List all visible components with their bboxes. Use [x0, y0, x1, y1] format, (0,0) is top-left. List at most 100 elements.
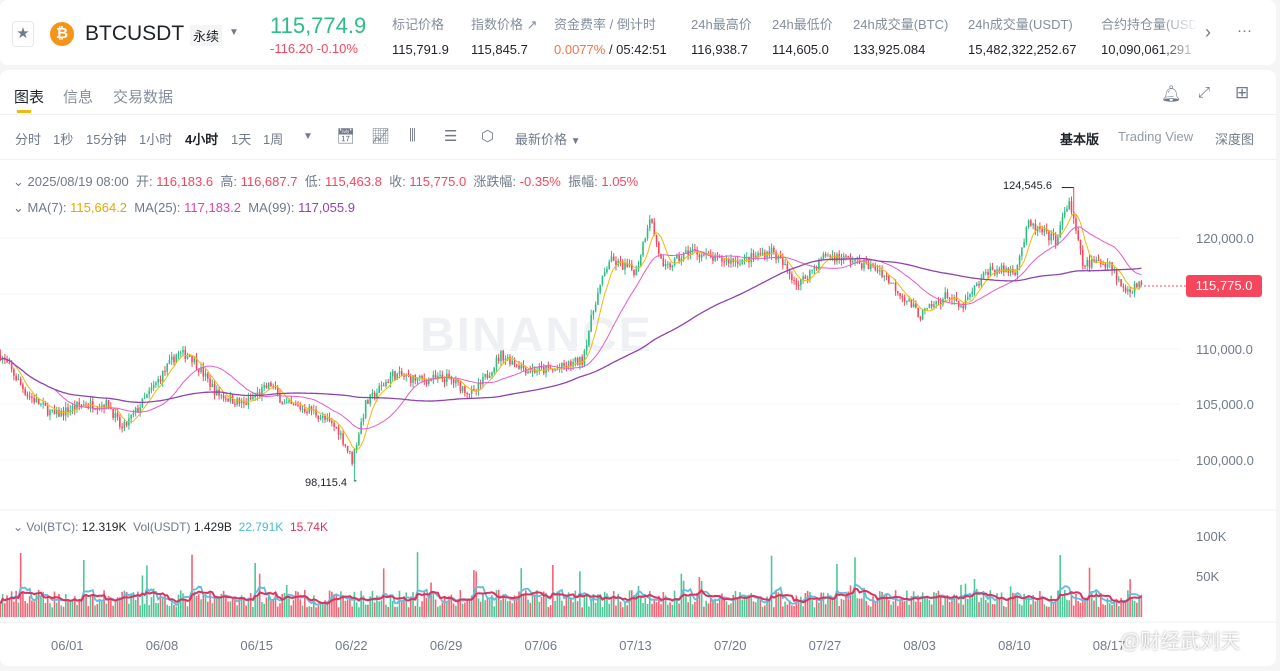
- candle-body: [655, 235, 658, 243]
- stat-label: 24h成交量(USDT): [968, 17, 1073, 32]
- candle-body: [1106, 263, 1109, 268]
- volume-bar: [328, 590, 331, 617]
- volume-bar: [1057, 590, 1059, 617]
- candle-body: [55, 409, 58, 415]
- volume-bar: [827, 593, 829, 617]
- volume-bar: [414, 605, 417, 617]
- volume-bar: [648, 591, 651, 617]
- volume-bar: [37, 589, 40, 617]
- candle-body: [24, 389, 26, 395]
- tab-chart[interactable]: 图表: [14, 89, 45, 106]
- alert-bell-icon[interactable]: 🔔︎: [1161, 86, 1182, 103]
- price-type-select[interactable]: 最新价格 ▼: [515, 129, 581, 148]
- volume-bar: [617, 593, 620, 617]
- collapse-chevron-icon[interactable]: ⌄: [13, 174, 24, 189]
- candle-body: [506, 356, 509, 359]
- view-tradingview[interactable]: Trading View: [1118, 129, 1194, 144]
- more-options-icon[interactable]: ···: [1237, 22, 1252, 39]
- interval-1s[interactable]: 1秒: [53, 132, 74, 147]
- volume-bar: [405, 592, 408, 617]
- candle-body: [281, 402, 284, 404]
- volume-bar: [996, 593, 998, 617]
- tab-trading-data[interactable]: 交易数据: [113, 89, 174, 106]
- date-range-calendar-icon[interactable]: 📅︎: [336, 128, 356, 145]
- candle-body: [425, 380, 428, 385]
- interval-1d[interactable]: 1天: [231, 132, 252, 147]
- candle-body: [434, 374, 437, 378]
- interval-1h[interactable]: 1小时: [139, 132, 173, 147]
- interval-time-sharing[interactable]: 分时: [15, 132, 42, 147]
- volume-bar: [867, 605, 870, 617]
- candle-body: [869, 264, 872, 269]
- interval-1w[interactable]: 1周: [263, 132, 284, 147]
- symbol-name[interactable]: BTCUSDT: [85, 22, 185, 45]
- fullscreen-expand-icon[interactable]: ⤢: [1198, 84, 1211, 101]
- candle-body: [712, 256, 714, 261]
- volume-bar: [197, 594, 200, 617]
- volume-bar: [1075, 593, 1077, 617]
- volume-bar: [899, 599, 901, 617]
- volume-bar: [691, 604, 694, 617]
- volume-bar: [658, 595, 660, 617]
- divider: [0, 114, 1276, 115]
- volume-bar: [876, 597, 879, 617]
- volume-bar: [67, 600, 69, 617]
- volume-bar: [306, 607, 308, 617]
- interval-15m[interactable]: 15分钟: [86, 132, 127, 147]
- volume-bar: [360, 590, 362, 617]
- ticker-header: ★ ₿ BTCUSDT 永续 ▼ 115,774.9 -116.20 -0.10…: [0, 0, 1276, 65]
- candle-body: [892, 282, 895, 284]
- candle-body: [829, 255, 831, 257]
- volume-bar: [655, 602, 658, 617]
- indicator-chart-icon[interactable]: 📈︎: [371, 128, 391, 145]
- volume-bar: [597, 594, 599, 617]
- candle-body: [256, 392, 259, 397]
- volume-bar: [892, 601, 895, 617]
- volume-bar: [552, 565, 554, 617]
- candle-body: [511, 360, 514, 365]
- hexagon-tool-icon[interactable]: ⬡: [481, 128, 495, 145]
- volume-bar: [797, 600, 800, 617]
- volume-bar: [998, 599, 1001, 617]
- candle-style-icon[interactable]: ⫼: [409, 127, 416, 144]
- view-basic[interactable]: 基本版: [1060, 132, 1100, 147]
- collapse-chevron-icon[interactable]: ⌄: [13, 200, 24, 215]
- candle-body: [660, 253, 662, 259]
- candle-body: [249, 397, 252, 400]
- candle-body: [1027, 220, 1030, 228]
- vol-btc-value: 12.319K: [81, 520, 127, 534]
- candle-body: [1032, 223, 1034, 226]
- scroll-right-chevron-icon[interactable]: ›: [1205, 22, 1211, 42]
- candle-body: [567, 361, 570, 368]
- interval-4h[interactable]: 4小时: [185, 132, 219, 147]
- favorite-star-icon[interactable]: ★: [12, 21, 34, 47]
- layout-grid-icon[interactable]: ⊞: [1235, 83, 1250, 102]
- candle-body: [423, 378, 426, 381]
- symbol-dropdown-icon[interactable]: ▼: [229, 27, 239, 38]
- candle-body: [1050, 233, 1052, 241]
- candle-body: [793, 279, 795, 281]
- volume-bar: [256, 595, 259, 617]
- view-depth[interactable]: 深度图: [1215, 132, 1255, 147]
- volume-bar: [33, 601, 35, 617]
- collapse-chevron-icon[interactable]: ⌄: [13, 520, 24, 534]
- candle-body: [849, 257, 852, 263]
- volume-bar: [425, 597, 428, 617]
- stat-index-price[interactable]: 指数价格 ↗ 115,845.7: [471, 14, 538, 57]
- tab-info[interactable]: 信息: [63, 89, 94, 106]
- volume-bar: [962, 604, 965, 617]
- chart-settings-icon[interactable]: ☰: [444, 128, 458, 145]
- candle-body: [191, 356, 193, 363]
- volume-bar: [207, 601, 209, 617]
- candle-body: [851, 261, 854, 263]
- candle-body: [477, 383, 480, 392]
- volume-bar: [423, 590, 426, 617]
- candle-body: [62, 410, 65, 416]
- volume-bar: [518, 591, 520, 617]
- candle-body: [443, 378, 446, 383]
- volume-bar: [975, 588, 978, 617]
- volume-bar: [829, 598, 831, 617]
- candle-body: [376, 392, 378, 399]
- interval-more-dropdown-icon[interactable]: ▼: [303, 131, 313, 142]
